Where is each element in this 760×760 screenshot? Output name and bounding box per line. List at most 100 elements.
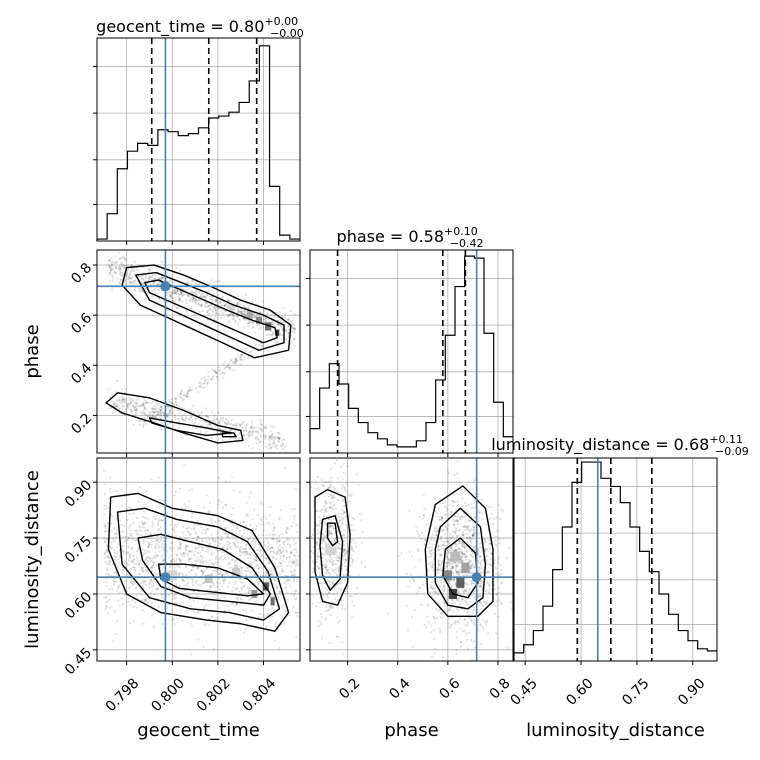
sample-point — [214, 555, 218, 558]
sample-point — [319, 612, 323, 615]
sample-point — [318, 519, 322, 522]
sample-point — [151, 589, 154, 593]
sample-point — [223, 596, 227, 599]
sample-point — [480, 560, 483, 563]
sample-point — [251, 424, 254, 428]
sample-point — [261, 430, 264, 433]
sample-point — [240, 566, 244, 569]
sample-point — [473, 499, 476, 502]
sample-point — [200, 377, 203, 381]
sample-point — [130, 399, 133, 402]
sample-point — [141, 403, 144, 407]
sample-point — [274, 579, 277, 582]
sample-point — [322, 560, 325, 563]
sample-point — [245, 429, 248, 432]
sample-point — [143, 407, 147, 410]
sample-point — [280, 616, 283, 619]
sample-point — [455, 598, 459, 602]
sample-point — [263, 437, 267, 440]
ytick-label-phase: 0.4 — [68, 360, 95, 387]
sample-point — [152, 566, 155, 569]
sample-point — [246, 551, 249, 555]
sample-point — [238, 300, 241, 303]
sample-point — [177, 573, 180, 576]
sample-point — [214, 309, 218, 312]
sample-point — [178, 412, 181, 415]
sample-point — [290, 321, 293, 325]
sample-point — [495, 573, 498, 576]
sample-point — [269, 550, 273, 553]
sample-point — [141, 516, 145, 519]
sample-point — [141, 282, 145, 286]
sample-point — [417, 549, 420, 552]
sample-point — [136, 606, 139, 609]
sample-point — [223, 304, 226, 308]
sample-point — [457, 598, 460, 601]
sample-point — [226, 547, 229, 551]
sample-point — [109, 606, 112, 609]
sample-point — [214, 425, 217, 428]
sample-point — [270, 546, 273, 549]
sample-point — [455, 571, 459, 574]
sample-point — [159, 409, 162, 412]
sample-point — [155, 404, 159, 407]
sample-point — [439, 537, 442, 540]
sample-point — [256, 430, 260, 433]
sample-point — [248, 553, 252, 556]
sample-point — [145, 600, 148, 603]
sample-point — [128, 273, 131, 276]
sample-point — [179, 299, 182, 303]
sample-point — [131, 275, 134, 279]
sample-point — [263, 544, 266, 547]
sample-point — [325, 593, 329, 597]
sample-point — [271, 432, 274, 436]
sample-point — [189, 389, 192, 392]
sample-point — [282, 448, 285, 451]
sample-point — [167, 411, 171, 415]
sample-point — [460, 549, 463, 552]
sample-point — [335, 573, 338, 576]
sample-point — [177, 420, 181, 423]
sample-point — [463, 525, 466, 528]
sample-point — [344, 511, 347, 514]
sample-point — [119, 272, 122, 275]
sample-point — [361, 530, 364, 533]
sample-point — [116, 551, 119, 554]
sample-point — [278, 440, 281, 443]
sample-point — [175, 557, 178, 560]
sample-point — [216, 616, 219, 620]
sample-point — [452, 519, 455, 522]
sample-point — [196, 535, 200, 538]
sample-point — [127, 506, 130, 509]
sample-point — [325, 592, 328, 595]
sample-point — [271, 332, 274, 336]
sample-point — [253, 545, 256, 549]
sample-point — [103, 524, 107, 527]
sample-point — [196, 316, 199, 319]
sample-point — [330, 494, 333, 497]
sample-point — [333, 563, 336, 566]
sample-point — [198, 545, 201, 549]
sample-point — [116, 545, 119, 549]
sample-point — [319, 574, 322, 577]
sample-point — [459, 645, 462, 648]
sample-point — [248, 598, 251, 601]
sample-point — [122, 401, 125, 404]
sample-point — [454, 622, 457, 625]
sample-point — [226, 305, 229, 308]
sample-point — [293, 578, 296, 581]
sample-point — [256, 581, 260, 584]
sample-point — [479, 601, 482, 604]
sample-point — [250, 426, 253, 429]
sample-point — [237, 526, 240, 529]
sample-point — [196, 519, 200, 523]
sample-point — [442, 529, 445, 532]
sample-point — [484, 621, 487, 624]
sample-point — [172, 598, 175, 601]
sample-point — [317, 554, 320, 557]
sample-point — [107, 259, 111, 263]
sample-point — [329, 613, 332, 616]
sample-point — [279, 334, 282, 337]
sample-point — [210, 368, 213, 371]
sample-point — [172, 424, 176, 428]
